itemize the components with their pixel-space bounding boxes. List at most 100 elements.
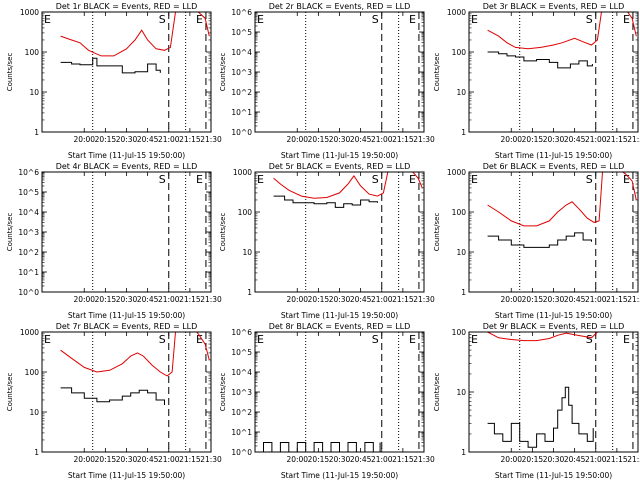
marker-label: E xyxy=(409,13,416,26)
x-tick-label: 20:45 xyxy=(564,135,586,144)
y-tick-label: 1 xyxy=(34,128,39,137)
x-tick-label: 20:15 xyxy=(522,135,544,144)
x-tick-label: 21:15 xyxy=(392,135,414,144)
plot-frame xyxy=(468,171,639,293)
marker-label: S xyxy=(372,13,379,26)
y-tick-label: 1 xyxy=(461,288,466,297)
x-tick-label: 21:00 xyxy=(585,455,607,464)
x-axis-label: Start Time (11-Jul-15 19:50:00) xyxy=(68,311,185,320)
corner-label: E xyxy=(257,333,264,346)
y-tick-label: 1 xyxy=(461,128,466,137)
x-tick-label: 21:15 xyxy=(392,295,414,304)
y-tick-label: 100 xyxy=(238,208,253,217)
panel-title: Det 6r BLACK = Events, RED = LLD xyxy=(483,162,625,171)
marker-label: E xyxy=(196,173,203,186)
x-tick-label: 21:30 xyxy=(413,295,435,304)
y-tick-label: 10 xyxy=(456,88,466,97)
x-axis-label: Start Time (11-Jul-15 19:50:00) xyxy=(281,151,398,160)
y-tick-label: 10 xyxy=(456,248,466,257)
y-axis-label: Counts/sec xyxy=(219,53,227,92)
y-axis-label: Counts/sec xyxy=(433,53,441,92)
event-rate-line xyxy=(60,57,161,74)
marker-label: E xyxy=(196,13,203,26)
y-axis-label: Counts/sec xyxy=(6,53,14,92)
x-tick-label: 21:00 xyxy=(371,135,393,144)
x-tick-label: 20:45 xyxy=(350,295,372,304)
x-axis-label: Start Time (11-Jul-15 19:50:00) xyxy=(495,311,612,320)
y-tick-label: 10^1 xyxy=(231,428,252,437)
plot-frame xyxy=(254,171,425,293)
y-tick-label: 10^2 xyxy=(231,408,252,417)
marker-label: S xyxy=(159,333,166,346)
y-tick-label: 10^4 xyxy=(231,48,252,57)
y-axis-label: Counts/sec xyxy=(6,373,14,412)
x-tick-label: 20:30 xyxy=(116,135,138,144)
detector-panel-5: Det 5r BLACK = Events, RED = LLD Counts/s… xyxy=(219,162,435,320)
y-axis-label: Counts/sec xyxy=(433,213,441,252)
corner-label: E xyxy=(257,173,264,186)
marker-label: E xyxy=(623,13,630,26)
x-tick-label: 21:30 xyxy=(627,455,640,464)
x-tick-label: 20:00 xyxy=(500,295,522,304)
lld-rate-line xyxy=(273,172,423,199)
marker-label: S xyxy=(159,173,166,186)
plot-frame xyxy=(41,11,212,133)
y-tick-label: 10^5 xyxy=(18,188,39,197)
detector-panel-8: Det 8r BLACK = Events, RED = LLD Counts/s… xyxy=(219,322,435,480)
y-tick-label: 10 xyxy=(29,88,39,97)
marker-label: E xyxy=(623,333,630,346)
panel-title: Det 9r BLACK = Events, RED = LLD xyxy=(483,322,625,331)
detector-panel-4: Det 4r BLACK = Events, RED = LLD Counts/s… xyxy=(6,162,222,320)
y-tick-label: 10^5 xyxy=(231,348,252,357)
plot-frame xyxy=(254,331,425,453)
marker-label: S xyxy=(372,333,379,346)
y-tick-label: 1 xyxy=(247,288,252,297)
y-tick-label: 100 xyxy=(25,368,40,377)
panel-title: Det 1r BLACK = Events, RED = LLD xyxy=(56,2,198,11)
x-tick-label: 21:00 xyxy=(371,455,393,464)
detector-panel-1: Det 1r BLACK = Events, RED = LLD Counts/s… xyxy=(6,2,222,160)
x-tick-label: 21:00 xyxy=(585,135,607,144)
y-tick-label: 10^3 xyxy=(231,68,252,77)
x-tick-label: 20:00 xyxy=(500,455,522,464)
corner-label: E xyxy=(44,333,51,346)
panel-title: Det 4r BLACK = Events, RED = LLD xyxy=(56,162,198,171)
x-tick-label: 20:45 xyxy=(564,295,586,304)
y-tick-label: 1 xyxy=(461,448,466,457)
corner-label: E xyxy=(257,13,264,26)
panel-title: Det 2r BLACK = Events, RED = LLD xyxy=(269,2,411,11)
y-tick-label: 100 xyxy=(452,48,467,57)
y-axis-label: Counts/sec xyxy=(219,373,227,412)
x-axis-label: Start Time (11-Jul-15 19:50:00) xyxy=(495,471,612,480)
panel-title: Det 5r BLACK = Events, RED = LLD xyxy=(269,162,411,171)
x-tick-label: 21:15 xyxy=(179,295,201,304)
y-axis-label: Counts/sec xyxy=(6,213,14,252)
plot-frame xyxy=(41,171,212,293)
x-tick-label: 21:30 xyxy=(200,295,222,304)
marker-label: E xyxy=(409,173,416,186)
y-tick-label: 10^3 xyxy=(231,388,252,397)
x-tick-label: 20:15 xyxy=(522,455,544,464)
plot-frame xyxy=(468,11,639,133)
x-tick-label: 21:00 xyxy=(158,295,180,304)
y-tick-label: 1000 xyxy=(20,328,39,337)
y-tick-label: 10^2 xyxy=(231,88,252,97)
y-tick-label: 100 xyxy=(25,48,40,57)
y-tick-label: 10^6 xyxy=(18,168,39,177)
detector-panel-7: Det 7r BLACK = Events, RED = LLD Counts/s… xyxy=(6,322,222,480)
x-tick-label: 21:30 xyxy=(413,455,435,464)
x-tick-label: 20:45 xyxy=(350,455,372,464)
x-axis-label: Start Time (11-Jul-15 19:50:00) xyxy=(68,471,185,480)
corner-label: E xyxy=(471,13,478,26)
y-tick-label: 10^1 xyxy=(18,268,39,277)
x-tick-label: 20:00 xyxy=(73,135,95,144)
y-tick-label: 10^5 xyxy=(231,28,252,37)
x-tick-label: 21:30 xyxy=(627,135,640,144)
event-rate-line xyxy=(255,442,381,452)
panel-title: Det 3r BLACK = Events, RED = LLD xyxy=(483,2,625,11)
x-tick-label: 20:45 xyxy=(564,455,586,464)
x-tick-label: 21:30 xyxy=(627,295,640,304)
x-tick-label: 21:30 xyxy=(200,455,222,464)
y-tick-label: 1000 xyxy=(233,168,252,177)
